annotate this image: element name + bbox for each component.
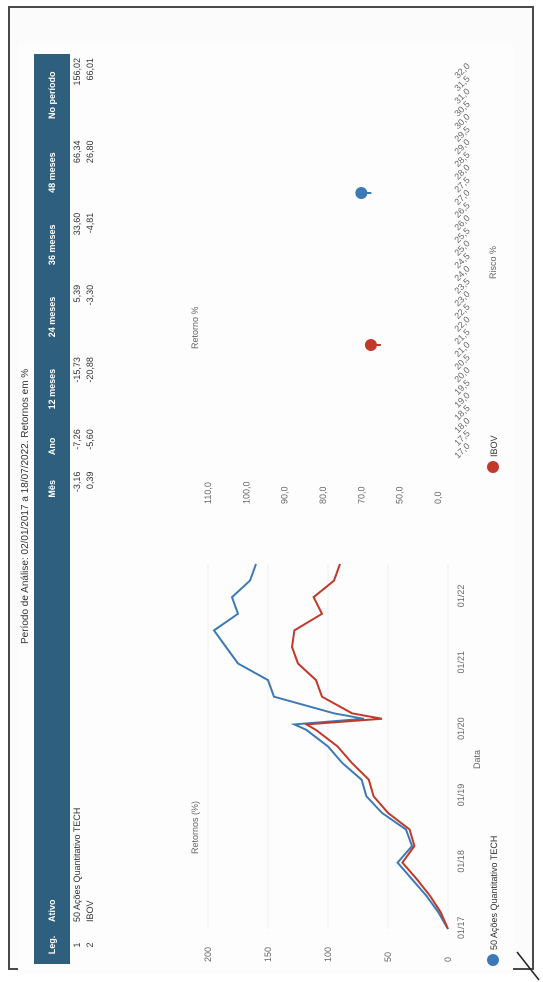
y-tick-label: 50 xyxy=(383,952,393,962)
chart-title: Retornos (%) xyxy=(190,801,200,854)
cell: 66,01 xyxy=(84,58,95,81)
cell: -4,81 xyxy=(84,212,95,234)
cell: 66,34 xyxy=(71,140,82,164)
cell: -7,26 xyxy=(71,429,82,450)
x-tick-label: 01/19 xyxy=(456,784,466,807)
x-tick-label: 01/22 xyxy=(456,585,466,608)
x-tick-label: 01/21 xyxy=(456,651,466,674)
period-title: Período de Análise: 02/01/2017 a 18/07/2… xyxy=(20,368,31,644)
cell: -3,16 xyxy=(71,471,82,493)
line-chart: Retornos (%) 0 50 100 150 200 01/17 01/18 01/19 0… xyxy=(190,563,499,966)
series-line-1 xyxy=(290,563,449,930)
legend-label: 50 Ações Quantitativo TECH xyxy=(489,836,499,950)
returns-table: Leg. Ativo Mês Ano 12 meses 24 meses 36 … xyxy=(34,54,96,964)
y-tick-label: 0 xyxy=(443,957,453,962)
cell: -3,30 xyxy=(84,284,95,306)
cell xyxy=(70,510,83,558)
cell: -15,73 xyxy=(71,357,82,383)
risk-return-chart: Retorno %110,0 100,0 90,0 80,0 70,0 50,0 0,017… xyxy=(190,61,499,504)
cell: 156,02 xyxy=(71,58,82,86)
x-tick-label: 32,0 xyxy=(452,61,471,80)
col-spacer xyxy=(34,510,70,558)
cell: 2 xyxy=(84,942,95,948)
y-tick-label: 150 xyxy=(263,947,273,962)
y-tick-label: 100 xyxy=(323,947,333,962)
y-tick-label: 50,0 xyxy=(395,486,405,504)
legend-marker xyxy=(487,461,499,473)
legend-marker xyxy=(487,954,499,966)
rotated-report: Período de Análise: 02/01/2017 a 18/07/2… xyxy=(18,44,513,974)
col-12m: 12 meses xyxy=(34,353,70,426)
cell: 26,80 xyxy=(84,140,95,164)
y-tick-label: 80,0 xyxy=(318,486,328,504)
col-ano: Ano xyxy=(34,425,70,468)
cell: 0,39 xyxy=(84,471,95,490)
data-point-1 xyxy=(364,339,377,351)
y-tick-label: 100,0 xyxy=(241,481,251,504)
col-24m: 24 meses xyxy=(34,280,70,354)
series-line-0 xyxy=(212,563,449,930)
y-tick-label: 0,0 xyxy=(433,491,443,504)
cell xyxy=(83,510,96,558)
y-tick-label: 110,0 xyxy=(203,482,213,504)
x-tick-label: 01/17 xyxy=(456,916,466,939)
cell: 5,39 xyxy=(71,284,82,303)
table-row: 1 50 Ações Quantitativo TECH -3,16 -7,26… xyxy=(70,54,83,964)
y-tick-label: 200 xyxy=(203,947,213,962)
legend-label: IBOV xyxy=(489,435,499,457)
chart-title: Retorno % xyxy=(190,306,200,349)
cell: 33,60 xyxy=(71,212,82,236)
data-point-0 xyxy=(355,187,368,199)
x-tick-label: 01/20 xyxy=(456,717,466,740)
col-leg: Leg. xyxy=(34,926,70,964)
pen-mark xyxy=(516,951,540,981)
col-periodo: No período xyxy=(34,54,70,137)
cell: -5,60 xyxy=(84,429,95,450)
table-row: 2 IBOV 0,39 -5,60 -20,88 -3,30 -4,81 26,… xyxy=(83,54,96,964)
col-mes: Mês xyxy=(34,467,70,510)
cell: IBOV xyxy=(84,900,95,922)
cell: -20,88 xyxy=(84,357,95,383)
x-axis-label: Risco % xyxy=(488,246,498,279)
x-axis-label: Data xyxy=(472,750,482,769)
col-48m: 48 meses xyxy=(34,136,70,209)
y-tick-label: 70,0 xyxy=(356,486,366,504)
cell: 50 Ações Quantitativo TECH xyxy=(71,807,82,922)
col-36m: 36 meses xyxy=(34,208,70,281)
x-tick-label: 01/18 xyxy=(456,850,466,873)
cell: 1 xyxy=(71,942,82,948)
y-tick-label: 90,0 xyxy=(280,486,290,504)
table-header-row: Leg. Ativo Mês Ano 12 meses 24 meses 36 … xyxy=(34,54,70,964)
col-ativo: Ativo xyxy=(34,558,70,926)
